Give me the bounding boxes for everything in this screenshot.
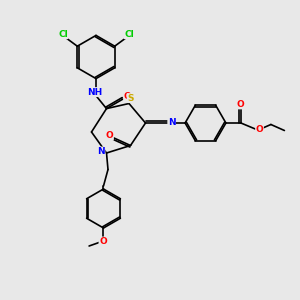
Text: S: S <box>127 94 134 103</box>
Text: N: N <box>97 147 105 156</box>
Text: O: O <box>124 92 131 101</box>
Text: O: O <box>236 100 244 109</box>
Text: NH: NH <box>87 88 102 97</box>
Text: Cl: Cl <box>58 30 68 39</box>
Text: O: O <box>106 131 113 140</box>
Text: O: O <box>256 125 263 134</box>
Text: O: O <box>99 237 107 246</box>
Text: Cl: Cl <box>124 30 134 39</box>
Text: N: N <box>168 118 176 127</box>
